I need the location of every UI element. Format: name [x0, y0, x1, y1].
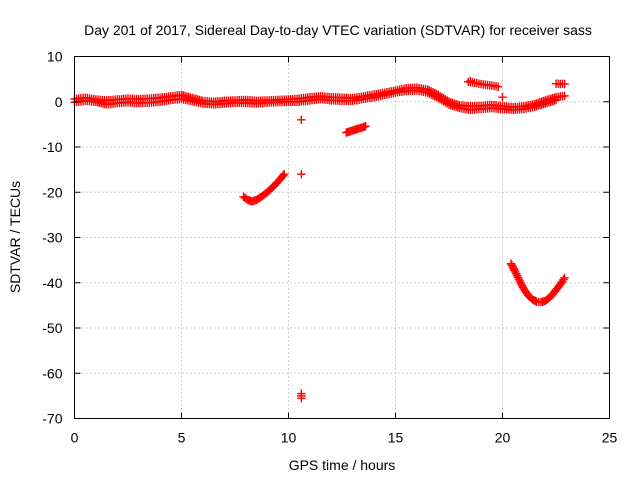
data-point [494, 82, 503, 92]
grid [74, 56, 610, 419]
y-axis-label: SDTVAR / TECUs [7, 181, 23, 293]
data-point [297, 393, 306, 403]
data-point [297, 115, 306, 125]
y-tick-label: -10 [42, 139, 62, 155]
data-point [280, 169, 289, 179]
data-point [560, 79, 569, 89]
chart-title: Day 201 of 2017, Sidereal Day-to-day VTE… [84, 22, 592, 38]
data-point [498, 93, 507, 102]
y-tick-label: 10 [47, 49, 63, 65]
y-tick-labels: 10 0 -10 -20 -30 -40 -50 -60 -70 [42, 49, 62, 427]
data-point [560, 91, 569, 101]
y-tick-label: -70 [42, 411, 62, 427]
data-point [297, 169, 306, 179]
x-tick-label: 10 [281, 430, 297, 446]
plot-frame [74, 56, 610, 419]
y-tick-label: -50 [42, 320, 62, 336]
x-tick-label: 5 [178, 430, 186, 446]
x-tick-label: 0 [71, 430, 79, 446]
y-tick-label: -30 [42, 230, 62, 246]
data-point [278, 171, 288, 180]
y-tick-label: -60 [42, 365, 62, 381]
y-tick-label: -40 [42, 275, 62, 291]
data-point [361, 121, 370, 131]
data-points [70, 76, 569, 403]
y-tick-label: 0 [55, 94, 63, 110]
data-point [560, 273, 569, 282]
x-tick-label: 25 [602, 430, 618, 446]
x-axis-label: GPS time / hours [289, 457, 396, 473]
data-point [531, 296, 540, 306]
x-tick-label: 20 [495, 430, 511, 446]
y-tick-label: -20 [42, 184, 62, 200]
x-tick-labels: 0 5 10 15 20 25 [71, 430, 618, 446]
data-point [551, 95, 561, 105]
x-tick-label: 15 [388, 430, 404, 446]
data-point [466, 76, 475, 86]
